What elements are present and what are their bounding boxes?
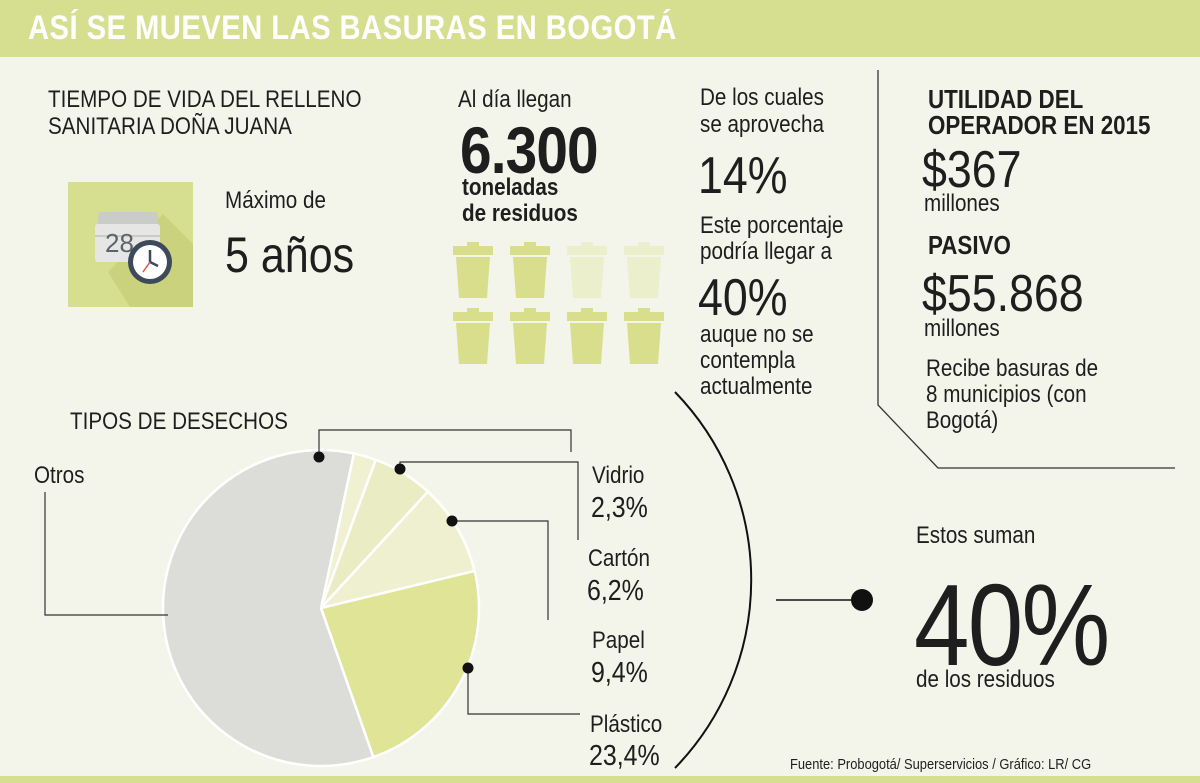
pie-slice-papel — [317, 489, 477, 611]
liability-title: PASIVO — [928, 230, 1011, 260]
operator-note-line1: Recibe basuras de — [926, 355, 1099, 382]
dot-papel — [446, 515, 458, 527]
lifetime-title-line1: TIEMPO DE VIDA DEL RELLENO — [48, 86, 362, 113]
label-otros: Otros — [34, 462, 85, 489]
value-plastico: 23,4% — [589, 740, 660, 772]
max-label: Máximo de — [225, 187, 326, 214]
leader-plastico — [467, 668, 580, 715]
waste-bin-icon — [453, 242, 493, 298]
chart-title: TIPOS DE DESECHOS — [70, 408, 288, 435]
recycling-line1: De los cuales — [700, 84, 824, 111]
profit-value: $367 — [922, 141, 1022, 199]
operator-note-line2: 8 municipios (con — [926, 381, 1087, 408]
daily-unit-line2: de residuos — [462, 200, 578, 227]
profit-unit: millones — [924, 190, 1000, 217]
recycling-line2: se aprovecha — [700, 111, 824, 138]
max-value: 5 años — [225, 227, 355, 283]
profit-title-line1: UTILIDAD DEL — [928, 84, 1084, 114]
potential-line1: Este porcentaje — [700, 212, 844, 239]
footer-bar — [0, 776, 1200, 783]
recycling-note-line1: auque no se — [700, 321, 814, 348]
profit-title-line2: OPERADOR EN 2015 — [928, 110, 1151, 140]
leader-vidrio — [318, 429, 572, 457]
value-vidrio: 2,3% — [591, 492, 648, 524]
waste-bin-icon — [453, 308, 493, 364]
dot-vidrio — [313, 451, 325, 463]
waste-bin-icon — [510, 308, 550, 364]
value-carton: 6,2% — [587, 575, 644, 607]
daily-unit-line1: toneladas — [462, 174, 559, 201]
pie-slice-otros — [161, 448, 375, 768]
potential-line2: podría llegar a — [700, 238, 832, 265]
label-plastico: Plástico — [590, 711, 663, 738]
dot-plastico — [462, 662, 474, 674]
leader-otros — [44, 492, 168, 616]
waste-bin-icon — [624, 242, 664, 298]
waste-bin-icon — [567, 308, 607, 364]
source-note: Fuente: Probogotá/ Superservicios / Gráf… — [790, 756, 1092, 773]
pie-slice-plastico — [319, 569, 481, 759]
page-title: ASÍ SE MUEVEN LAS BASURAS EN BOGOTÁ — [28, 9, 677, 47]
recycling-current: 14% — [698, 147, 788, 205]
waste-bin-icon — [567, 242, 607, 298]
daily-value: 6.300 — [460, 113, 599, 187]
summary-value: 40% — [914, 560, 1110, 690]
lifetime-title-line2: SANITARIA DOÑA JUANA — [48, 113, 292, 140]
label-vidrio: Vidrio — [592, 462, 645, 489]
label-carton: Cartón — [588, 545, 650, 572]
operator-note-line3: Bogotá) — [926, 407, 999, 434]
summary-outro: de los residuos — [916, 666, 1055, 693]
waste-bin-icon — [624, 308, 664, 364]
liability-value: $55.868 — [922, 265, 1084, 323]
label-papel: Papel — [592, 627, 645, 654]
calendar-day: 28 — [105, 228, 134, 258]
waste-bin-icon — [510, 242, 550, 298]
summary-intro: Estos suman — [916, 522, 1036, 549]
header-bar — [0, 0, 1200, 57]
waste-bins-grid — [453, 242, 664, 364]
value-papel: 9,4% — [591, 657, 648, 689]
recycling-note-line3: actualmente — [700, 373, 813, 400]
pie-chart — [44, 429, 580, 768]
dot-carton — [394, 463, 406, 475]
leader-papel — [452, 520, 549, 620]
recycling-note-line2: contempla — [700, 347, 796, 374]
calendar-clock-icon: 28 — [68, 182, 193, 307]
recycling-potential: 40% — [698, 269, 788, 327]
liability-unit: millones — [924, 315, 1000, 342]
daily-intro: Al día llegan — [458, 86, 572, 113]
